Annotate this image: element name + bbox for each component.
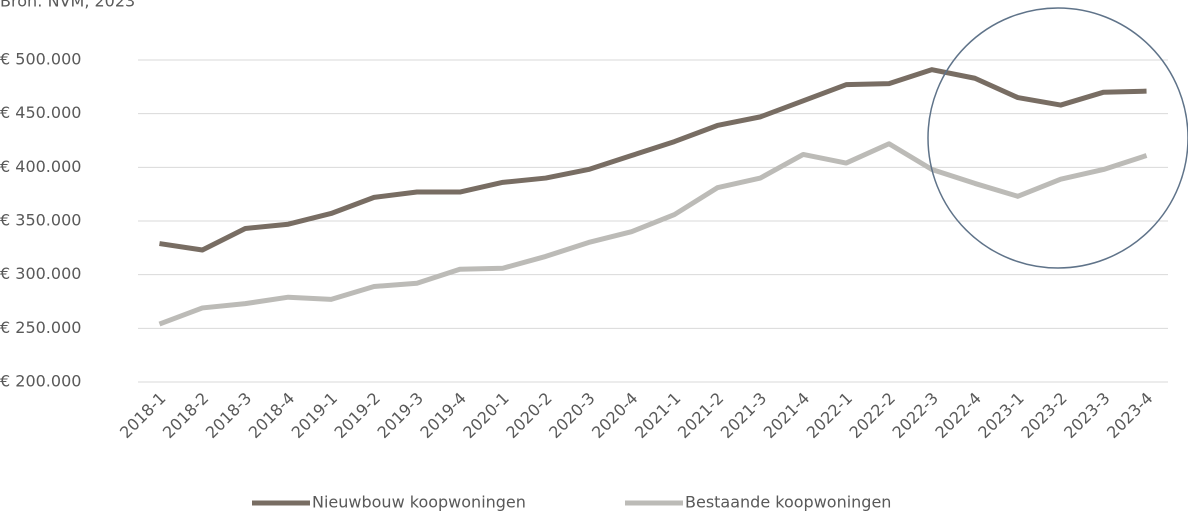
x-tick-label: 2021-2 (674, 389, 728, 443)
source-note: Bron: NVM, 2023 (0, 0, 135, 11)
y-tick-label: € 450.000 (0, 103, 81, 122)
x-tick-label: 2022-1 (803, 389, 857, 443)
x-tick-label: 2018-1 (116, 389, 170, 443)
x-tick-label: 2021-3 (717, 389, 771, 443)
legend-label: Bestaande koopwoningen (685, 493, 891, 512)
y-tick-label: € 350.000 (0, 211, 81, 230)
x-tick-label: 2020-3 (545, 389, 599, 443)
x-tick-label: 2020-4 (588, 389, 642, 443)
x-tick-label: 2020-1 (459, 389, 513, 443)
x-tick-label: 2019-1 (288, 389, 342, 443)
series-line (159, 67, 1147, 253)
x-tick-label: 2022-2 (846, 389, 900, 443)
x-tick-label: 2021-4 (760, 389, 814, 443)
x-tick-label: 2023-3 (1060, 389, 1114, 443)
x-tick-label: 2019-3 (373, 389, 427, 443)
x-tick-label: 2018-4 (245, 389, 299, 443)
x-tick-label: 2023-1 (974, 389, 1028, 443)
x-tick-label: 2021-1 (631, 389, 685, 443)
y-tick-label: € 500.000 (0, 50, 81, 69)
series-line (158, 141, 1148, 327)
x-tick-label: 2019-4 (416, 389, 470, 443)
y-tick-label: € 400.000 (0, 157, 81, 176)
x-tick-label: 2018-2 (159, 389, 213, 443)
highlight-circle (927, 7, 1188, 269)
x-tick-label: 2023-4 (1103, 389, 1157, 443)
y-tick-label: € 250.000 (0, 318, 81, 337)
x-tick-label: 2018-3 (202, 389, 256, 443)
x-tick-label: 2019-2 (331, 389, 385, 443)
y-tick-label: € 200.000 (0, 372, 81, 391)
x-tick-label: 2023-2 (1017, 389, 1071, 443)
x-tick-label: 2020-2 (502, 389, 556, 443)
legend-label: Nieuwbouw koopwoningen (312, 493, 526, 512)
x-tick-label: 2022-3 (888, 389, 942, 443)
y-tick-label: € 300.000 (0, 264, 81, 283)
x-tick-label: 2022-4 (931, 389, 985, 443)
